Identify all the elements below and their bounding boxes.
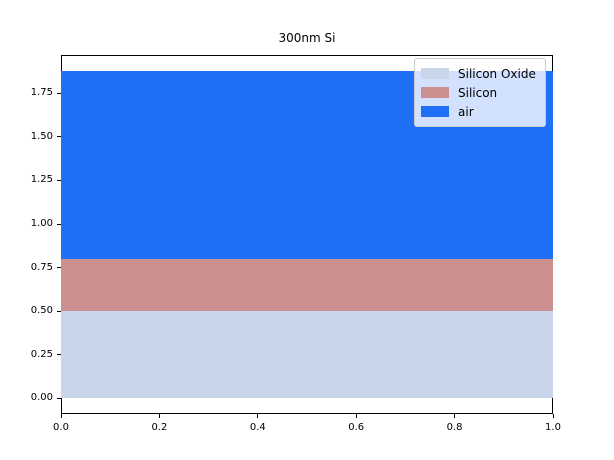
x-tick-label: 0.0 <box>53 422 69 433</box>
x-tick-mark <box>158 414 160 418</box>
y-tick-label: 0.75 <box>30 261 53 273</box>
legend-swatch-silicon-oxide <box>421 68 449 79</box>
legend-label: Silicon <box>458 85 498 100</box>
legend-entry-air: air <box>421 102 536 121</box>
x-tick-mark <box>355 414 357 418</box>
legend-label: air <box>458 104 474 119</box>
y-tick-mark <box>57 136 61 138</box>
y-tick-mark <box>57 179 61 181</box>
legend-entry-silicon-oxide: Silicon Oxide <box>421 64 536 83</box>
y-tick-mark <box>57 92 61 94</box>
x-tick-label: 0.4 <box>249 422 266 433</box>
x-tick-mark <box>257 414 259 418</box>
x-tick-label: 1.0 <box>545 422 561 433</box>
y-tick-mark <box>57 267 61 269</box>
y-tick-label: 1.50 <box>30 130 53 142</box>
x-tick-mark <box>60 414 62 418</box>
legend-label: Silicon Oxide <box>458 66 536 81</box>
legend-swatch-silicon <box>421 87 449 98</box>
y-tick-label: 1.00 <box>30 218 53 230</box>
y-tick-label: 0.25 <box>30 348 53 360</box>
y-tick-label: 0.50 <box>30 305 53 317</box>
x-tick-label: 0.2 <box>151 422 168 433</box>
y-tick-mark <box>57 310 61 312</box>
y-tick-mark <box>57 397 61 399</box>
legend: Silicon Oxide Silicon air <box>414 58 546 127</box>
layer-silicon <box>61 258 553 312</box>
legend-swatch-air <box>421 106 449 117</box>
y-tick-mark <box>57 354 61 356</box>
x-tick-label: 0.6 <box>348 422 365 433</box>
layer-silicon-oxide <box>61 311 553 399</box>
y-tick-mark <box>57 223 61 225</box>
y-tick-label: 0.00 <box>30 392 53 404</box>
x-tick-mark <box>454 414 456 418</box>
legend-entry-silicon: Silicon <box>421 83 536 102</box>
x-tick-label: 0.8 <box>446 422 463 433</box>
y-tick-label: 1.75 <box>30 87 53 99</box>
y-tick-label: 1.25 <box>30 174 53 186</box>
x-tick-mark <box>552 414 554 418</box>
chart-title: 300nm Si <box>278 31 336 45</box>
